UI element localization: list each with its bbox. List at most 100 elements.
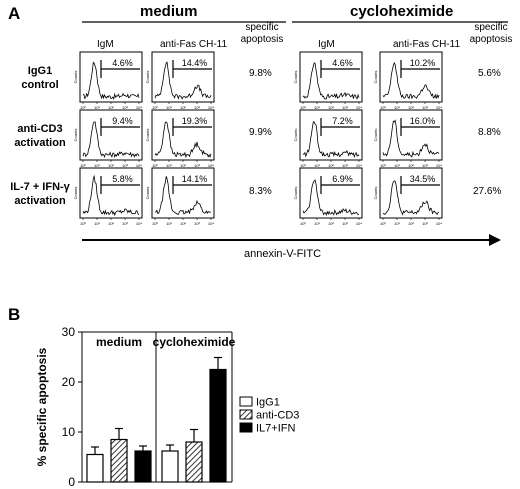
y-axis-label: Counts [373, 71, 378, 84]
x-tick-label: 10¹ [94, 221, 100, 226]
condition-title-cycloheximide: cycloheximide [350, 3, 454, 20]
panel-b-letter: B [8, 305, 21, 324]
histogram-r3-c2: 10⁰ 10¹ 10² 10³ 10⁴ Counts 14.1% [145, 167, 215, 226]
histogram-r2-c1: 10⁰ 10¹ 10² 10³ 10⁴ Counts 9.4% [73, 109, 143, 168]
x-tick-label: 10⁴ [136, 163, 142, 168]
gate-percentage: 16.0% [410, 116, 436, 126]
y-axis-label: Counts [293, 187, 298, 200]
specific-value-medium-igg1: 9.8% [249, 68, 272, 79]
x-tick-label: 10³ [194, 105, 200, 110]
bar-IL7+IFN-medium [134, 450, 152, 483]
y-axis-label: Counts [145, 129, 150, 142]
x-tick-label: 10¹ [314, 221, 320, 226]
y-axis-label: Counts [73, 71, 78, 84]
x-tick-label: 10² [408, 163, 414, 168]
x-tick-label: 10² [180, 221, 186, 226]
row-label-igg1: IgG1 control [21, 65, 59, 91]
bar-IgG1-cycloheximide [161, 450, 179, 483]
legend-label-IL7+IFN: IL7+IFN [256, 423, 295, 435]
histogram-trace [382, 61, 440, 100]
histogram-r1-c1: 10⁰ 10¹ 10² 10³ 10⁴ Counts 4.6% [73, 51, 143, 110]
histogram-trace [302, 121, 360, 159]
gate-percentage: 5.8% [112, 174, 133, 184]
condition-title-medium: medium [140, 3, 198, 20]
x-tick-label: 10⁴ [436, 221, 442, 226]
x-tick-label: 10² [108, 105, 114, 110]
specific-value-medium-il7: 8.3% [249, 186, 272, 197]
x-tick-label: 10⁴ [208, 105, 214, 110]
histogram-r3-c4: 10⁰ 10¹ 10² 10³ 10⁴ Counts 34.5% [373, 167, 443, 226]
gate-percentage: 34.5% [410, 174, 436, 184]
specific-value-chx-cd3: 8.8% [478, 127, 501, 138]
y-axis-label: Counts [293, 129, 298, 142]
histogram-trace [154, 176, 212, 216]
x-tick-label: 10⁰ [152, 105, 158, 110]
x-tick-label: 10¹ [166, 163, 172, 168]
y-tick-label: 30 [62, 325, 76, 339]
legend-swatch-anti-CD3 [239, 409, 253, 420]
x-tick-label: 10⁴ [436, 163, 442, 168]
x-tick-label: 10¹ [166, 221, 172, 226]
gate-percentage: 14.1% [182, 174, 208, 184]
histogram-trace [154, 61, 212, 100]
y-axis-label: Counts [73, 187, 78, 200]
x-tick-label: 10² [180, 163, 186, 168]
x-tick-label: 10¹ [94, 105, 100, 110]
gate-percentage: 6.9% [332, 174, 353, 184]
x-tick-label: 10⁴ [356, 163, 362, 168]
histogram-r2-c3: 10⁰ 10¹ 10² 10³ 10⁴ Counts 7.2% [293, 109, 363, 168]
y-tick-label: 20 [62, 375, 76, 389]
gate-percentage: 4.6% [112, 58, 133, 68]
histogram-r1-c4: 10⁰ 10¹ 10² 10³ 10⁴ Counts 10.2% [373, 51, 443, 110]
y-axis-label: Counts [373, 129, 378, 142]
x-tick-label: 10² [328, 105, 334, 110]
histogram-r2-c4: 10⁰ 10¹ 10² 10³ 10⁴ Counts 16.0% [373, 109, 443, 168]
x-tick-label: 10³ [122, 163, 128, 168]
x-tick-label: 10⁰ [152, 221, 158, 226]
x-tick-label: 10³ [422, 163, 428, 168]
y-tick-label: 0 [68, 475, 75, 489]
specific-apoptosis-header-medium: specific apoptosis [240, 22, 284, 45]
x-tick-label: 10³ [422, 221, 428, 226]
x-tick-label: 10⁰ [80, 221, 86, 226]
x-tick-label: 10² [180, 105, 186, 110]
legend-label-IgG1: IgG1 [256, 397, 280, 409]
histogram-r1-c2: 10⁰ 10¹ 10² 10³ 10⁴ Counts 14.4% [145, 51, 215, 110]
annexin-arrow-head [489, 234, 501, 246]
histogram-trace [82, 121, 140, 159]
x-tick-label: 10¹ [166, 105, 172, 110]
x-tick-label: 10² [408, 221, 414, 226]
x-tick-label: 10² [408, 105, 414, 110]
x-tick-label: 10³ [194, 221, 200, 226]
group-label-cycloheximide: cycloheximide [153, 335, 236, 349]
histogram-trace [82, 174, 140, 217]
histogram-trace [382, 119, 440, 158]
gate-percentage: 7.2% [332, 116, 353, 126]
x-tick-label: 10⁰ [300, 221, 306, 226]
histogram-r3-c1: 10⁰ 10¹ 10² 10³ 10⁴ Counts 5.8% [73, 167, 143, 226]
histogram-r1-c3: 10⁰ 10¹ 10² 10³ 10⁴ Counts 4.6% [293, 51, 363, 110]
x-tick-label: 10³ [342, 105, 348, 110]
bar-anti-CD3-cycloheximide [185, 441, 203, 483]
x-tick-label: 10¹ [394, 105, 400, 110]
x-tick-label: 10⁴ [356, 221, 362, 226]
histogram-r2-c2: 10⁰ 10¹ 10² 10³ 10⁴ Counts 19.3% [145, 109, 215, 168]
x-tick-label: 10⁴ [356, 105, 362, 110]
column-header-fas-medium: anti-Fas CH-11 [160, 39, 228, 50]
x-tick-label: 10² [328, 163, 334, 168]
x-tick-label: 10¹ [394, 221, 400, 226]
panel-b-chart: 0 10 20 30 % specific apoptosis medium cyclohe… [35, 325, 299, 489]
histogram-trace [382, 180, 440, 216]
x-tick-label: 10¹ [314, 105, 320, 110]
y-tick-label: 10 [62, 425, 76, 439]
x-tick-label: 10⁰ [380, 221, 386, 226]
bar-anti-CD3-medium [110, 438, 128, 483]
specific-value-chx-igg1: 5.6% [478, 68, 501, 79]
x-tick-label: 10³ [342, 163, 348, 168]
x-tick-label: 10⁴ [136, 221, 142, 226]
x-tick-label: 10⁴ [208, 163, 214, 168]
histogram-trace [154, 121, 212, 159]
x-tick-label: 10⁴ [208, 221, 214, 226]
x-tick-label: 10³ [194, 163, 200, 168]
panel-a-figure: 10⁰ 10¹ 10² 10³ 10⁴ Counts 4.6% 10⁰ 10¹ 10² 10³ 10⁴… [73, 21, 508, 246]
